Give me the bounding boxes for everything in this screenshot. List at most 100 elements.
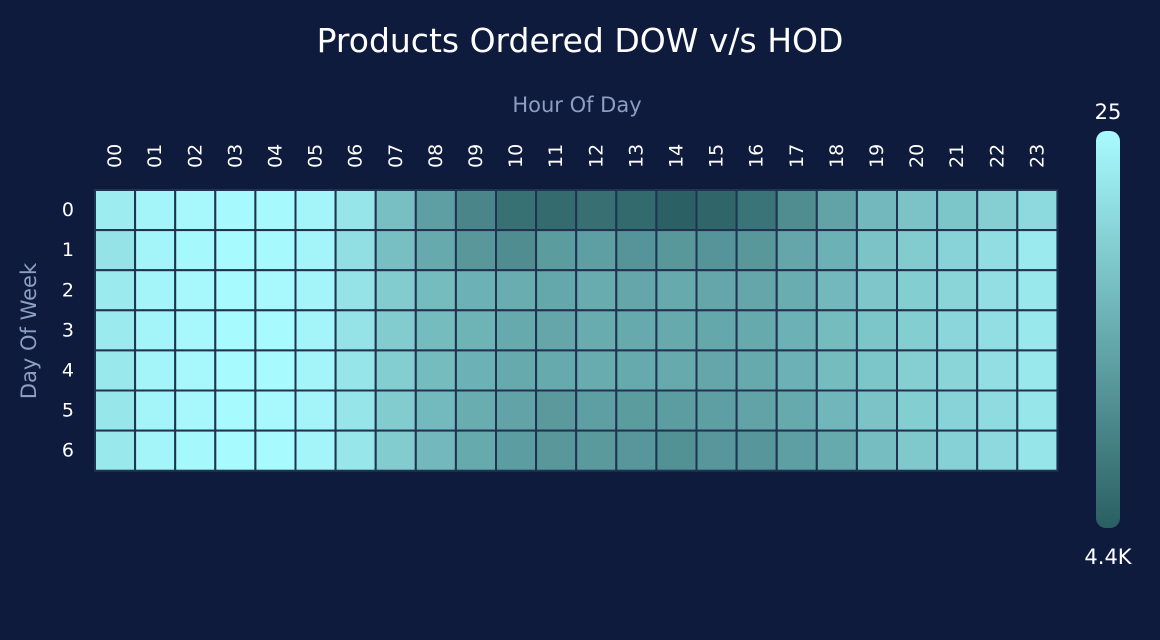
heatmap-cell xyxy=(615,309,658,352)
heatmap-cell xyxy=(1016,349,1059,392)
heatmap-cell xyxy=(855,189,899,232)
x-tick-label: 15 xyxy=(706,144,728,168)
heatmap-cell xyxy=(775,309,818,352)
x-tick-label: 22 xyxy=(986,144,1008,168)
heatmap-cell xyxy=(855,269,899,312)
heatmap-cell xyxy=(855,349,899,392)
heatmap-cell xyxy=(655,189,698,232)
heatmap-cell xyxy=(174,269,217,312)
heatmap-cell xyxy=(896,389,939,432)
heatmap-cell xyxy=(655,269,698,312)
heatmap-cell xyxy=(294,349,337,392)
heatmap-cell xyxy=(294,269,337,312)
x-tick-label: 12 xyxy=(585,144,607,168)
x-tick-label: 03 xyxy=(224,144,246,168)
y-tick-label: 1 xyxy=(62,239,74,261)
x-tick-label: 19 xyxy=(866,144,888,168)
heatmap-cell xyxy=(615,429,658,472)
heatmap-cell xyxy=(134,269,177,312)
heatmap-cell xyxy=(775,269,818,312)
heatmap-cell xyxy=(254,389,297,432)
heatmap-cell xyxy=(374,309,417,352)
y-axis-ticks: 0 1 2 3 4 5 6 xyxy=(62,199,74,462)
x-tick-label: 17 xyxy=(786,144,808,168)
y-tick-label: 2 xyxy=(62,279,74,301)
heatmap-cell xyxy=(936,309,979,352)
heatmap-cell xyxy=(214,309,257,352)
heatmap-cell xyxy=(334,349,377,392)
heatmap-cell xyxy=(535,309,578,352)
heatmap-cell xyxy=(414,269,457,312)
heatmap-cell xyxy=(735,189,778,232)
heatmap-cell xyxy=(815,229,858,272)
heatmap-cell xyxy=(936,189,979,232)
color-scale-min-label: 25 xyxy=(1095,100,1122,124)
heatmap-cell xyxy=(815,429,858,472)
heatmap-cell xyxy=(775,229,818,272)
heatmap-cell xyxy=(695,189,738,232)
heatmap-cell xyxy=(134,389,177,432)
heatmap-cell xyxy=(815,349,858,392)
heatmap-cell xyxy=(896,429,939,472)
heatmap-cell xyxy=(495,309,538,352)
heatmap-cell xyxy=(976,229,1019,272)
x-tick-label: 13 xyxy=(625,144,647,168)
heatmap-cell xyxy=(294,229,337,272)
color-scale-bar xyxy=(1096,131,1120,528)
heatmap-cell xyxy=(254,229,297,272)
y-tick-label: 3 xyxy=(62,319,74,341)
heatmap-cell xyxy=(775,429,818,472)
heatmap-cell xyxy=(454,269,497,312)
heatmap-cell xyxy=(94,269,137,312)
heatmap-cell xyxy=(976,389,1019,432)
x-tick-label: 07 xyxy=(385,144,407,168)
heatmap-cell xyxy=(334,189,377,232)
heatmap-cell xyxy=(214,429,257,472)
heatmap-cell xyxy=(855,389,899,432)
heatmap-cell xyxy=(575,389,618,432)
heatmap-cell xyxy=(214,389,257,432)
heatmap-cell xyxy=(495,349,538,392)
x-tick-label: 14 xyxy=(665,144,687,168)
x-tick-label: 20 xyxy=(906,144,928,168)
heatmap-cell xyxy=(936,229,979,272)
heatmap-cell xyxy=(254,349,297,392)
heatmap-cell xyxy=(454,309,497,352)
heatmap-cell xyxy=(134,349,177,392)
heatmap-cell xyxy=(896,189,939,232)
heatmap-cell xyxy=(615,189,658,232)
x-tick-label: 05 xyxy=(305,144,327,168)
heatmap-cell xyxy=(374,189,417,232)
heatmap-cell xyxy=(294,429,337,472)
heatmap-cell xyxy=(94,189,137,232)
heatmap-cell xyxy=(976,189,1019,232)
heatmap-cell xyxy=(535,349,578,392)
heatmap-cell xyxy=(134,229,177,272)
heatmap-cell xyxy=(695,349,738,392)
heatmap-cell xyxy=(735,309,778,352)
heatmap-cell xyxy=(735,389,778,432)
heatmap-cell xyxy=(254,309,297,352)
heatmap-cell xyxy=(976,349,1019,392)
heatmap-cell xyxy=(94,429,137,472)
y-tick-label: 0 xyxy=(62,199,74,221)
heatmap-cell xyxy=(615,349,658,392)
heatmap-cell xyxy=(976,269,1019,312)
heatmap-cell xyxy=(214,269,257,312)
heatmap-cell xyxy=(254,429,297,472)
heatmap-cell xyxy=(735,429,778,472)
heatmap-cell xyxy=(414,349,457,392)
x-tick-label: 16 xyxy=(746,144,768,168)
heatmap-cell xyxy=(94,389,137,432)
heatmap-cell xyxy=(1016,429,1059,472)
x-tick-label: 02 xyxy=(184,144,206,168)
heatmap-cell xyxy=(454,349,497,392)
heatmap-cell xyxy=(775,189,818,232)
heatmap-cell xyxy=(655,389,698,432)
heatmap-cell xyxy=(896,269,939,312)
color-scale-max-label: 4.4K xyxy=(1084,545,1132,569)
heatmap-cell xyxy=(414,189,457,232)
heatmap-cell xyxy=(815,269,858,312)
heatmap-cell xyxy=(334,389,377,432)
